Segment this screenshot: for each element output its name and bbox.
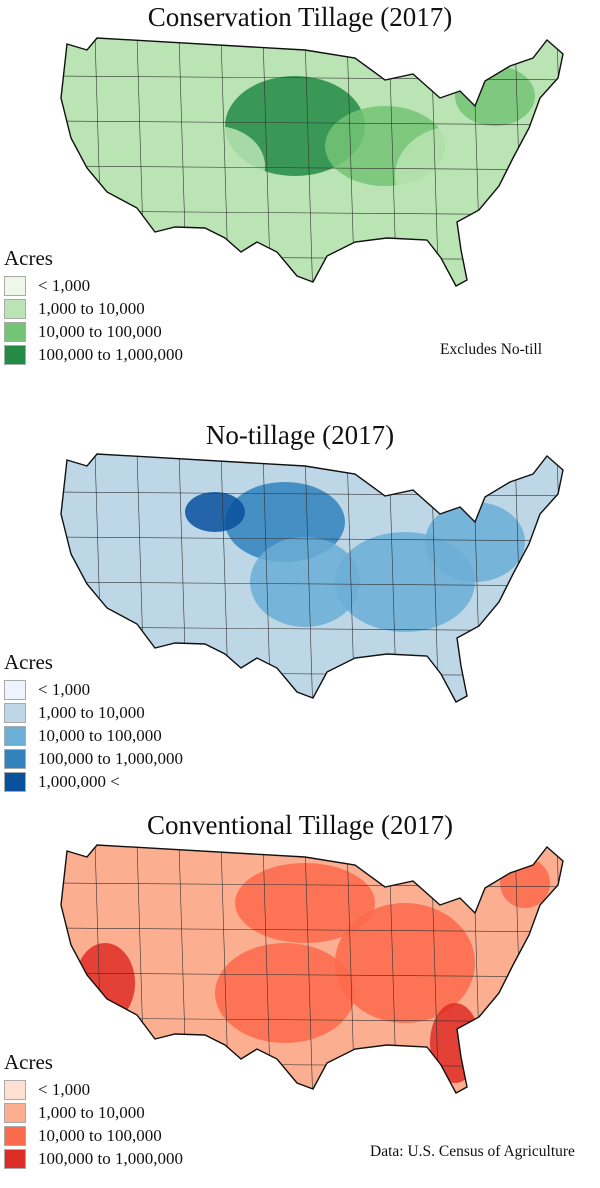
- state-border: [61, 75, 563, 81]
- legend-swatch: [4, 1125, 26, 1146]
- legend-swatch: [4, 1079, 26, 1100]
- legend-item: 1,000 to 10,000: [4, 297, 183, 320]
- county-shading: [61, 845, 563, 1093]
- region-shade: [75, 943, 135, 1023]
- region-shade: [165, 126, 265, 206]
- legend-swatch: [4, 344, 26, 365]
- legend-item: 1,000 to 10,000: [4, 1101, 183, 1124]
- legend-label: 10,000 to 100,000: [38, 321, 162, 341]
- region-shade: [500, 858, 550, 908]
- legend-label: 100,000 to 1,000,000: [38, 748, 183, 768]
- legend-label: 10,000 to 100,000: [38, 725, 162, 745]
- region-shade: [85, 56, 185, 136]
- region-shade: [250, 537, 360, 627]
- legend-label: 100,000 to 1,000,000: [38, 1148, 183, 1168]
- legend-label: < 1,000: [38, 1079, 91, 1099]
- map-conventional-tillage: [60, 844, 564, 1094]
- legend-item: 100,000 to 1,000,000: [4, 747, 183, 770]
- legend-no-tillage: Acres < 1,000 1,000 to 10,000 10,000 to 100…: [4, 650, 183, 793]
- legend-item: 100,000 to 1,000,000: [4, 343, 183, 366]
- state-border: [304, 38, 314, 286]
- region-shade: [425, 502, 525, 582]
- legend-swatch: [4, 321, 26, 342]
- state-border: [61, 927, 563, 933]
- note-excludes-no-till: Excludes No-till: [440, 341, 543, 358]
- legend-item: 10,000 to 100,000: [4, 724, 183, 747]
- region-shade: [335, 903, 475, 1023]
- region-shade: [215, 943, 355, 1043]
- legend-title: Acres: [4, 246, 53, 270]
- legend-swatch: [4, 725, 26, 746]
- legend-conventional: Acres < 1,000 1,000 to 10,000 10,000 to 100…: [4, 1050, 183, 1170]
- region-shade: [235, 863, 375, 943]
- state-border: [61, 491, 563, 497]
- legend-swatch: [4, 702, 26, 723]
- legend-title: Acres: [4, 650, 53, 674]
- legend-conservation: Acres < 1,000 1,000 to 10,000 10,000 to 100…: [4, 246, 183, 366]
- legend-label: 1,000 to 10,000: [38, 298, 145, 318]
- legend-item: 1,000,000 <: [4, 770, 183, 793]
- legend-swatch: [4, 275, 26, 296]
- legend-label: 1,000 to 10,000: [38, 702, 145, 722]
- legend-item: 10,000 to 100,000: [4, 1124, 183, 1147]
- region-shade: [430, 1003, 480, 1083]
- legend-swatch: [4, 679, 26, 700]
- map-conservation-tillage: [60, 37, 564, 287]
- state-border: [61, 120, 563, 126]
- legend-label: 100,000 to 1,000,000: [38, 344, 183, 364]
- state-border: [61, 581, 563, 587]
- legend-item: 1,000 to 10,000: [4, 701, 183, 724]
- state-border: [61, 882, 563, 888]
- legend-item: 10,000 to 100,000: [4, 320, 183, 343]
- us-outline: [60, 453, 564, 703]
- panel-title-conventional: Conventional Tillage (2017): [147, 810, 453, 840]
- legend-label: 10,000 to 100,000: [38, 1125, 162, 1145]
- legend-swatch: [4, 748, 26, 769]
- state-border: [61, 165, 563, 171]
- legend-swatch: [4, 771, 26, 792]
- legend-swatch: [4, 298, 26, 319]
- legend-label: < 1,000: [38, 679, 91, 699]
- legend-swatch: [4, 1148, 26, 1169]
- legend-title: Acres: [4, 1050, 53, 1074]
- region-shade: [185, 492, 245, 532]
- map-no-tillage: [60, 453, 564, 703]
- legend-swatch: [4, 1102, 26, 1123]
- legend-label: 1,000,000 <: [38, 771, 120, 791]
- state-border: [61, 536, 563, 542]
- legend-label: 1,000 to 10,000: [38, 1102, 145, 1122]
- state-border: [61, 972, 563, 978]
- state-border: [304, 845, 314, 1093]
- panel-title-no-tillage: No-tillage (2017): [205, 420, 395, 450]
- state-border: [304, 454, 314, 702]
- note-data-source: Data: U.S. Census of Agriculture: [370, 1143, 575, 1160]
- legend-item: 100,000 to 1,000,000: [4, 1147, 183, 1170]
- region-shade: [95, 472, 195, 552]
- panel-title-conservation: Conservation Tillage (2017): [147, 2, 453, 32]
- legend-item: < 1,000: [4, 1078, 183, 1101]
- county-shading: [61, 454, 563, 702]
- us-outline: [60, 844, 564, 1094]
- legend-item: < 1,000: [4, 678, 183, 701]
- us-outline: [60, 37, 564, 287]
- legend-label: < 1,000: [38, 275, 91, 295]
- region-shade: [395, 126, 515, 226]
- legend-item: < 1,000: [4, 274, 183, 297]
